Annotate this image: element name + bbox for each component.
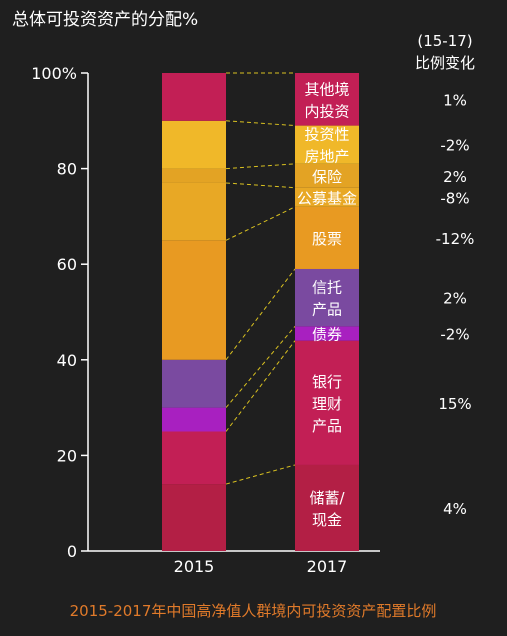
- x-category-label: 2017: [307, 557, 348, 576]
- connector-line: [225, 182, 296, 189]
- change-label: 2%: [443, 290, 467, 308]
- bar-segment: [295, 326, 359, 341]
- bars: [162, 73, 359, 551]
- bar-segment: [295, 125, 359, 164]
- bar-segment: [295, 206, 359, 269]
- bar-segment: [162, 359, 226, 408]
- bar-segment: [162, 168, 226, 183]
- y-tick-label: 80: [57, 160, 77, 179]
- chart-title: 总体可投资资产的分配%: [12, 10, 198, 30]
- connector-line: [225, 120, 296, 127]
- bar-segment: [295, 73, 359, 126]
- segment-label: 保险: [312, 168, 342, 186]
- change-header-line1: (15-17): [417, 32, 472, 50]
- change-labels: 4% 15% -2% 2% -12% -8% 2% -2% 1%: [436, 91, 475, 518]
- y-tick-label: 0: [67, 542, 77, 561]
- y-tick-label: 100%: [31, 64, 77, 83]
- bar-segment: [162, 240, 226, 360]
- segment-connectors: [225, 72, 296, 485]
- segment-label: 股票: [312, 230, 342, 248]
- change-label: 2%: [443, 168, 467, 186]
- connector-line: [225, 268, 296, 361]
- segment-label: 其他境: [304, 80, 349, 98]
- bar-segment: [162, 73, 226, 121]
- change-label: -8%: [440, 189, 469, 207]
- connector-line: [225, 326, 296, 408]
- bar-segment: [162, 120, 226, 169]
- y-tick-label: 60: [57, 255, 77, 274]
- segment-label: 理财: [312, 395, 342, 413]
- chart-caption: 2015-2017年中国高净值人群境内可投资资产配置比例: [70, 602, 437, 620]
- change-label: 4%: [443, 500, 467, 518]
- segment-label: 公募基金: [297, 189, 357, 207]
- bar-segment: [295, 464, 359, 551]
- bar-segment: [295, 340, 359, 465]
- bar-segment: [162, 407, 226, 432]
- connector-line: [225, 340, 296, 432]
- segment-label: 储蓄/: [309, 489, 345, 507]
- change-label: -2%: [440, 137, 469, 155]
- change-label: -2%: [440, 326, 469, 344]
- segment-label: 信托: [312, 279, 342, 297]
- bar-segment: [295, 268, 359, 327]
- y-tick-label: 20: [57, 446, 77, 465]
- change-label: 1%: [443, 91, 467, 109]
- segment-label: 房地产: [304, 148, 349, 166]
- connector-line: [225, 163, 296, 170]
- change-label: 15%: [438, 395, 471, 413]
- bar-segment: [162, 431, 226, 485]
- segment-label: 现金: [312, 511, 342, 529]
- connector-line: [225, 206, 296, 241]
- y-tick-label: 40: [57, 351, 77, 370]
- segment-label: 产品: [312, 417, 342, 435]
- segment-label: 产品: [312, 301, 342, 319]
- change-header-line2: 比例变化: [415, 54, 475, 72]
- y-axis: 0 20 40 60 80 100%: [31, 64, 380, 561]
- bar-segment: [295, 187, 359, 207]
- x-category-label: 2015: [174, 557, 215, 576]
- segment-label: 内投资: [304, 102, 349, 120]
- bar-segment: [295, 163, 359, 188]
- change-label: -12%: [436, 230, 475, 248]
- x-axis: 2015 2017: [174, 557, 348, 576]
- segment-label: 债券: [312, 326, 342, 344]
- connector-line: [225, 464, 296, 485]
- bar-segment: [162, 182, 226, 241]
- segment-label: 投资性: [304, 126, 349, 144]
- segment-label: 银行: [312, 373, 342, 391]
- bar-segment: [162, 484, 226, 551]
